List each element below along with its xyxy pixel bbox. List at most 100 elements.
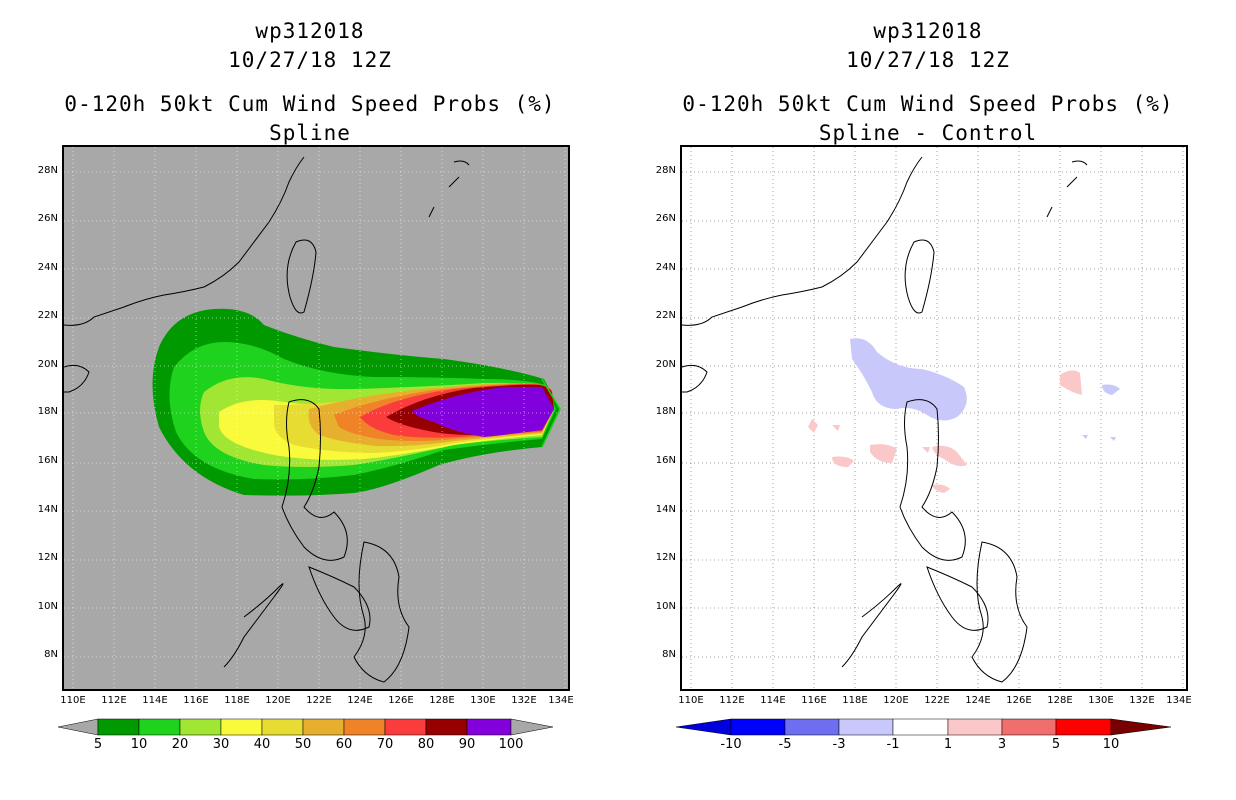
right-map-frame [680, 145, 1188, 691]
lon-label: 134E [1166, 695, 1192, 706]
lon-label: 112E [719, 695, 745, 706]
right-title-storm-id: wp312018 [873, 19, 983, 43]
lon-label: 116E [801, 695, 827, 706]
lon-label: 130E [470, 695, 496, 706]
lon-label: 118E [224, 695, 250, 706]
lon-label: 128E [1047, 695, 1073, 706]
lat-label: 14N [37, 504, 58, 515]
negative-region [1110, 437, 1116, 441]
left-title-datetime: 10/27/18 12Z [228, 48, 392, 72]
lon-label: 122E [306, 695, 332, 706]
coastlines [682, 156, 1088, 683]
coastlines [64, 156, 470, 683]
lon-label: 116E [183, 695, 209, 706]
positive-region [832, 456, 854, 467]
colorbar-label: 50 [294, 737, 312, 752]
lat-label: 12N [37, 552, 58, 563]
colorbar-label: 100 [498, 737, 524, 752]
left-colorbar [57, 718, 554, 736]
lon-label: 124E [347, 695, 373, 706]
contour-100-edge [541, 378, 561, 448]
lat-label: 14N [655, 504, 676, 515]
positive-region [1060, 370, 1082, 395]
colorbar-label: 20 [171, 737, 189, 752]
right-title-product: 0-120h 50kt Cum Wind Speed Probs (%) [682, 92, 1174, 116]
lat-label: 28N [655, 165, 676, 176]
lat-label: 24N [655, 262, 676, 273]
lon-label: 126E [1006, 695, 1032, 706]
colorbar-label: 5 [1051, 737, 1061, 752]
colorbar-label: 90 [458, 737, 476, 752]
lat-label: 28N [37, 165, 58, 176]
lat-label: 24N [37, 262, 58, 273]
positive-region [870, 444, 897, 463]
left-title-product: 0-120h 50kt Cum Wind Speed Probs (%) [64, 92, 556, 116]
right-title-datetime: 10/27/18 12Z [846, 48, 1010, 72]
negative-region [1102, 384, 1120, 395]
lon-label: 110E [678, 695, 704, 706]
colorbar-label: -3 [832, 737, 846, 752]
lat-label: 20N [655, 359, 676, 370]
difference-contours [808, 338, 1120, 493]
lon-label: 132E [511, 695, 537, 706]
lat-label: 12N [655, 552, 676, 563]
lat-label: 16N [655, 455, 676, 466]
left-map-frame [62, 145, 570, 691]
colorbar-label: -10 [720, 737, 742, 752]
colorbar-label: 30 [212, 737, 230, 752]
lat-label: 26N [655, 213, 676, 224]
lat-label: 18N [37, 406, 58, 417]
colorbar-label: 40 [253, 737, 271, 752]
lon-label: 110E [60, 695, 86, 706]
lat-lon-grid [64, 147, 568, 689]
colorbar-label: 10 [130, 737, 148, 752]
luzon-outline [899, 399, 966, 561]
lon-label: 122E [924, 695, 950, 706]
negative-region [850, 338, 967, 421]
colorbar-label: 3 [997, 737, 1007, 752]
right-map [682, 147, 1186, 689]
colorbar-label: 70 [376, 737, 394, 752]
colorbar-label: -5 [778, 737, 792, 752]
lon-label: 114E [760, 695, 786, 706]
lat-label: 16N [37, 455, 58, 466]
positive-region [932, 445, 967, 467]
colorbar-label: -1 [886, 737, 900, 752]
lon-label: 114E [142, 695, 168, 706]
right-colorbar [675, 718, 1172, 736]
lon-label: 120E [265, 695, 291, 706]
probability-contours [152, 308, 561, 496]
lat-label: 22N [655, 310, 676, 321]
positive-region [808, 419, 818, 433]
lat-label: 18N [655, 406, 676, 417]
lat-label: 20N [37, 359, 58, 370]
colorbar-label: 5 [93, 737, 103, 752]
left-title-storm-id: wp312018 [255, 19, 365, 43]
lat-label: 26N [37, 213, 58, 224]
colorbar-label: 1 [943, 737, 953, 752]
left-title-method: Spline [269, 121, 351, 145]
lon-label: 132E [1129, 695, 1155, 706]
positive-region [922, 447, 930, 453]
luzon-outline [281, 399, 348, 561]
lon-label: 120E [883, 695, 909, 706]
lat-label: 10N [655, 601, 676, 612]
lat-label: 8N [44, 649, 58, 660]
negative-region [1082, 435, 1088, 439]
colorbar-label: 10 [1102, 737, 1120, 752]
left-map [64, 147, 568, 689]
taiwan-outline [904, 239, 935, 314]
lon-label: 112E [101, 695, 127, 706]
lon-label: 128E [429, 695, 455, 706]
lat-label: 10N [37, 601, 58, 612]
colorbar-label: 60 [335, 737, 353, 752]
lon-label: 126E [388, 695, 414, 706]
colorbar-label: 80 [417, 737, 435, 752]
lat-lon-grid [682, 147, 1186, 689]
positive-region [932, 484, 950, 493]
lon-label: 130E [1088, 695, 1114, 706]
lon-label: 134E [548, 695, 574, 706]
lat-label: 8N [662, 649, 676, 660]
lon-label: 124E [965, 695, 991, 706]
lat-label: 22N [37, 310, 58, 321]
